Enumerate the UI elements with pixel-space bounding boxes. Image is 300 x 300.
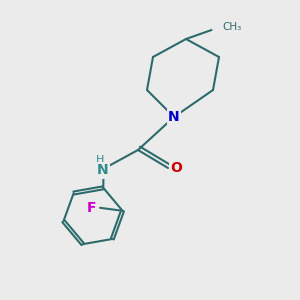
Text: O: O: [170, 161, 182, 175]
Text: N: N: [97, 164, 108, 177]
Text: H: H: [96, 154, 105, 165]
Text: CH₃: CH₃: [222, 22, 241, 32]
Text: N: N: [168, 110, 180, 124]
Text: F: F: [87, 201, 96, 215]
